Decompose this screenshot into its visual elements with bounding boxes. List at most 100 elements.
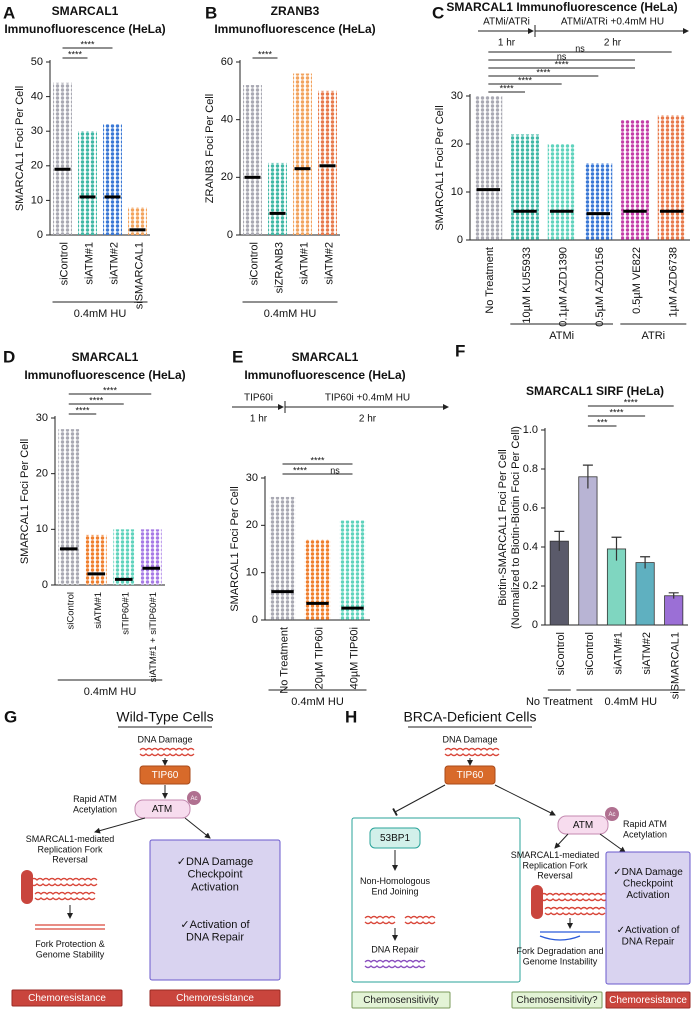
significance-label: ****	[518, 75, 533, 85]
y-axis-label-line: Biotin-SMARCAL1 Foci Per Cell	[497, 449, 509, 606]
bar	[578, 476, 598, 626]
box-label: ✓DNA Damage Checkpoint Activation	[177, 856, 253, 893]
significance-label: ***	[597, 417, 608, 427]
box-label-line: ✓DNA Damage	[177, 856, 253, 868]
timeline-label: ATMi/ATRi +0.4mM HU	[561, 17, 664, 28]
y-tick-label: 30	[31, 125, 43, 137]
y-tick-label: 0.8	[523, 463, 538, 475]
dot-cloud	[318, 90, 337, 235]
significance-label: ****	[624, 397, 639, 407]
y-tick-label: 0	[457, 234, 463, 246]
timeline-duration: 1 hr	[498, 38, 516, 49]
panel-letter: A	[3, 3, 15, 22]
node-label-line: Replication Fork	[37, 845, 103, 855]
dna-strand	[24, 883, 98, 887]
smarcal1-protein	[21, 870, 33, 904]
panel-letter: B	[205, 3, 217, 22]
box-label: ✓DNA Damage Checkpoint Activation	[613, 867, 683, 901]
node-label: SMARCAL1-mediated Replication Fork Reversa…	[511, 850, 600, 881]
significance-label: ns	[575, 43, 585, 53]
dot-cloud	[53, 82, 72, 235]
significance-label: ns	[330, 465, 340, 475]
y-tick-label: 0.2	[523, 580, 538, 592]
chart-title-line: Immunofluorescence (HeLa)	[244, 368, 405, 382]
box-label: ✓Activation of DNA Repair	[180, 919, 250, 944]
ac-badge	[605, 807, 619, 821]
badge-label: Ac	[190, 796, 197, 802]
chart-title: ZRANB3 Immunofluorescence (HeLa)	[214, 4, 375, 36]
dot-cloud	[269, 496, 296, 620]
chart-title-line: SMARCAL1 Immunofluorescence (HeLa)	[446, 0, 677, 14]
dot-cloud	[621, 120, 649, 240]
y-tick-label: 30	[451, 90, 463, 102]
fork-dna	[35, 924, 105, 930]
node-label-line: Rapid ATM	[623, 819, 667, 829]
dna-strand	[364, 959, 426, 963]
y-axis-label-line: ZRANB3 Foci Per Cell	[204, 94, 216, 203]
y-tick-label: 30	[246, 472, 258, 484]
node-label-line: Genome Instability	[523, 957, 598, 967]
y-tick-label: 20	[451, 138, 463, 150]
dna-strand	[139, 753, 195, 757]
significance-label: ****	[103, 385, 118, 395]
x-tick-label: 10µM KU55933	[521, 247, 533, 324]
result-box	[149, 989, 281, 1007]
x-tick-label: siControl	[248, 242, 260, 285]
node-label-line: Acetylation	[73, 805, 117, 815]
diagram-title: Wild-Type Cells	[116, 709, 213, 725]
x-tick-label: siATM#2	[641, 632, 653, 675]
node-label: DNA Damage	[442, 734, 497, 744]
arrow	[599, 833, 626, 853]
panel-letter: G	[4, 707, 17, 726]
error-bar	[611, 536, 622, 561]
significance-label: ****	[68, 49, 83, 59]
timeline-duration: 1 hr	[250, 414, 268, 425]
significance-label: ****	[500, 83, 515, 93]
arrow	[554, 833, 569, 849]
tip60-node	[444, 765, 496, 785]
dot-cloud	[243, 85, 262, 235]
panel-letter: F	[455, 341, 465, 360]
dna-strand	[404, 915, 436, 919]
group-label: 0.4mM HU	[264, 308, 317, 320]
group-label: 0.4mM HU	[605, 696, 658, 708]
dot-cloud	[547, 144, 576, 240]
node-label-line: Non-Homologous	[360, 876, 431, 886]
node-label-line: Acetylation	[623, 830, 667, 840]
x-tick-label: siATM#2	[323, 242, 335, 285]
y-tick-label: 40	[31, 91, 43, 103]
dot-cloud	[78, 131, 97, 235]
y-tick-label: 20	[246, 519, 258, 531]
panel-letter: C	[432, 3, 444, 22]
dna-strand	[444, 753, 500, 757]
y-axis-label: ZRANB3 Foci Per Cell	[204, 94, 216, 203]
dot-cloud	[474, 96, 503, 240]
x-tick-label: siControl	[555, 632, 567, 675]
significance-label: ****	[536, 67, 551, 77]
dna-strand	[139, 747, 195, 751]
chart-title-line: Immunofluorescence (HeLa)	[4, 22, 165, 36]
node-label: Fork Degradation and Genome Instability	[516, 946, 603, 966]
x-tick-label: siATM#1	[612, 632, 624, 675]
dna-strand	[534, 892, 608, 896]
y-tick-label: 20	[221, 171, 233, 183]
bp53-node	[369, 827, 421, 849]
box-label-line: Activation	[626, 890, 669, 901]
chart-title: SMARCAL1 Immunofluorescence (HeLa)	[4, 4, 165, 36]
arrow	[184, 817, 211, 839]
smarcal1-protein	[531, 885, 543, 919]
box-label-line: Activation	[191, 881, 239, 893]
result-label: Chemoresistance	[609, 995, 687, 1006]
dot-cloud	[103, 124, 122, 235]
box-label-line: Checkpoint	[623, 878, 673, 889]
x-tick-label: siATM#1	[93, 592, 104, 629]
x-tick-label: siATM#2	[108, 242, 120, 285]
x-tick-label: siSMARCAL1	[133, 242, 145, 309]
chart-title-line: ZRANB3	[271, 4, 320, 18]
significance-label: ****	[609, 407, 624, 417]
x-tick-label: siSMARCAL1	[670, 632, 682, 699]
arrow	[494, 784, 556, 816]
node-label: ATM	[573, 820, 593, 831]
node-label: Rapid ATM Acetylation	[73, 794, 117, 814]
y-axis-label-line: SMARCAL1 Foci Per Cell	[229, 486, 241, 611]
